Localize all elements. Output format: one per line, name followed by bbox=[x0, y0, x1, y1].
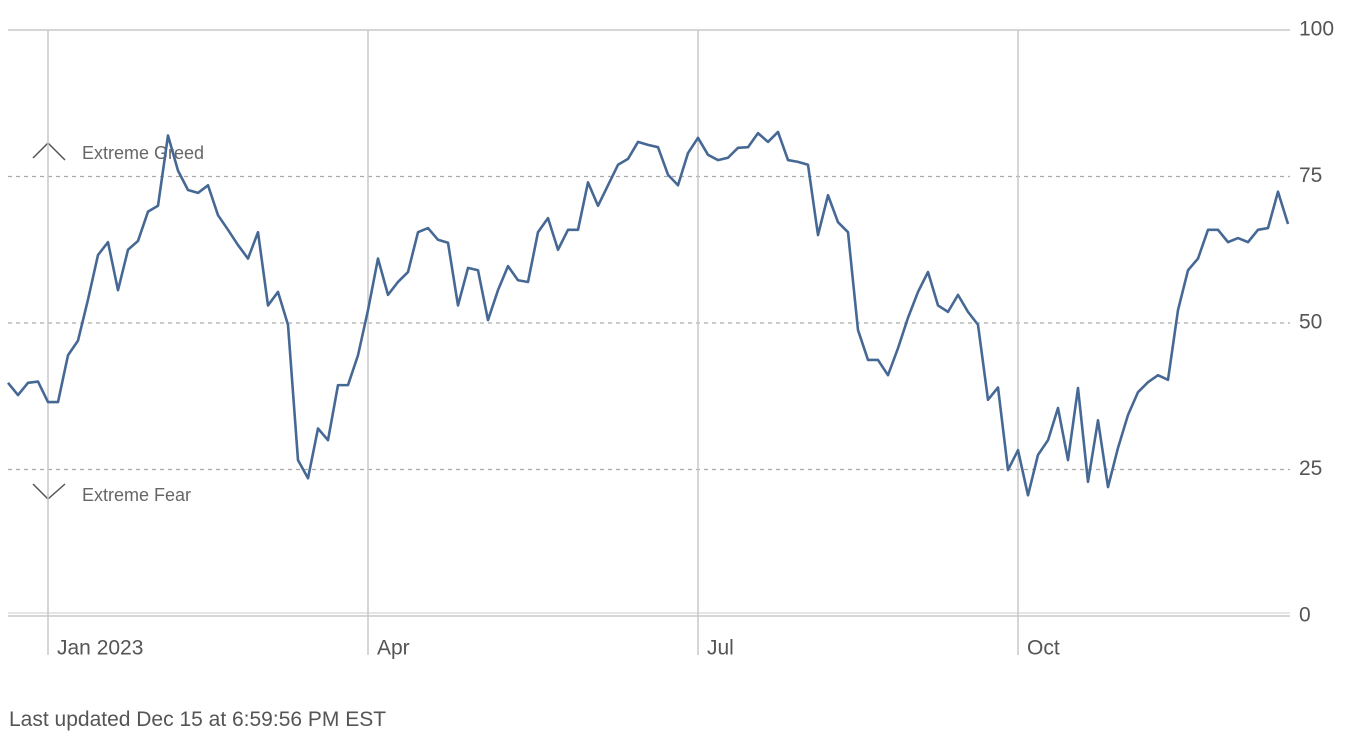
y-tick-label: 25 bbox=[1299, 457, 1322, 480]
x-tick-label: Jan 2023 bbox=[57, 637, 143, 660]
x-tick-label: Apr bbox=[377, 637, 410, 660]
chart: Extreme Greed Extreme Fear 0 25 50 75 100 Jan… bbox=[6, 18, 1334, 660]
y-tick-label: 75 bbox=[1299, 164, 1322, 187]
x-tick-label: Oct bbox=[1027, 637, 1060, 660]
greed-chevron bbox=[32, 141, 66, 161]
x-tick-label: Jul bbox=[707, 637, 734, 660]
fear-chevron bbox=[32, 483, 66, 501]
y-tick-label: 50 bbox=[1299, 311, 1322, 334]
line bbox=[6, 130, 1290, 497]
annotation: Extreme Greed bbox=[82, 143, 204, 163]
y-tick-label: 0 bbox=[1299, 604, 1311, 627]
y-tick-label: 100 bbox=[1299, 18, 1334, 41]
footer: Last updated Dec 15 at 6:59:56 PM EST bbox=[9, 708, 387, 731]
annotation: Extreme Fear bbox=[82, 485, 191, 505]
